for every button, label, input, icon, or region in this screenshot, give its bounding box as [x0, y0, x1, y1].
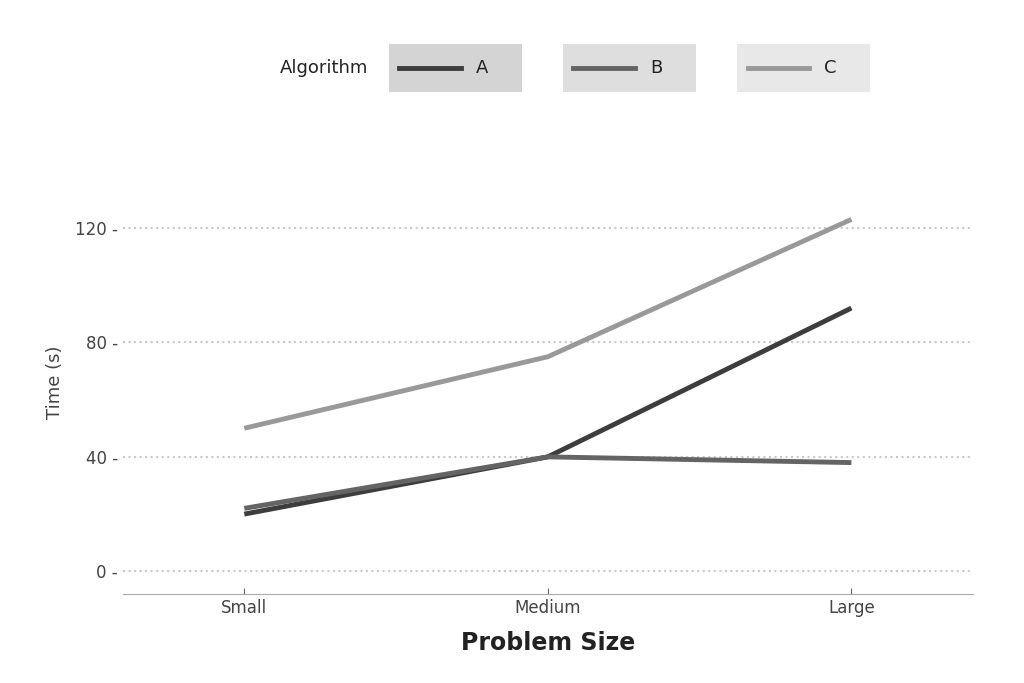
Text: B: B: [650, 59, 663, 77]
Text: A: A: [476, 59, 488, 77]
X-axis label: Problem Size: Problem Size: [461, 631, 635, 655]
Text: Algorithm: Algorithm: [281, 59, 369, 77]
Y-axis label: Time (s): Time (s): [46, 346, 65, 419]
Text: C: C: [824, 59, 837, 77]
